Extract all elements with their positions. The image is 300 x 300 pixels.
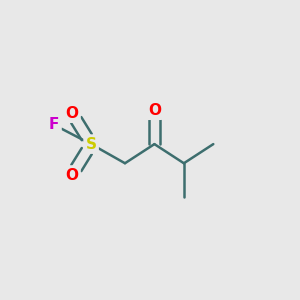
Text: F: F: [49, 118, 59, 133]
Text: O: O: [148, 103, 161, 118]
Text: S: S: [85, 136, 97, 152]
Text: O: O: [65, 106, 79, 121]
Text: O: O: [65, 167, 79, 182]
